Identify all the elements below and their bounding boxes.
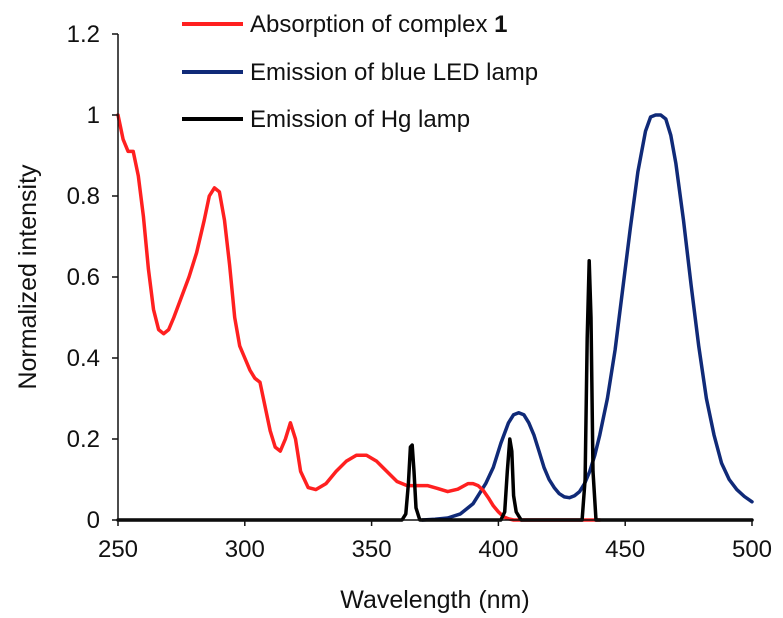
y-tick-label: 1	[87, 102, 100, 129]
x-tick-label: 350	[352, 536, 392, 563]
x-tick-label: 300	[225, 536, 265, 563]
legend-item-absorption: Absorption of complex 1	[182, 11, 507, 38]
y-tick-label: 1.2	[67, 21, 100, 48]
y-axis-title: Normalized intensity	[14, 164, 42, 390]
series-line-led	[420, 113, 754, 522]
y-tick-label: 0.4	[67, 345, 100, 372]
y-tick-label: 0	[87, 507, 100, 534]
y-tick-label: 0.8	[67, 183, 100, 210]
legend: Absorption of complex 1 Emission of blue…	[182, 11, 538, 133]
x-axis-title: Wavelength (nm)	[340, 586, 529, 614]
x-tick-label: 450	[605, 536, 645, 563]
series-line-absorption	[116, 113, 602, 522]
legend-item-hg: Emission of Hg lamp	[182, 106, 470, 133]
x-ticks: 250 300 350 400 450 500	[98, 520, 772, 563]
y-tick-label: 0.2	[67, 426, 100, 453]
legend-item-led: Emission of blue LED lamp	[182, 59, 538, 86]
x-tick-label: 250	[98, 536, 138, 563]
legend-label-absorption: Absorption of complex 1	[250, 11, 507, 38]
x-tick-label: 500	[732, 536, 772, 563]
legend-label-led: Emission of blue LED lamp	[250, 59, 538, 86]
plot-lines	[116, 113, 754, 522]
y-ticks: 0 0.2 0.4 0.6 0.8 1 1.2	[67, 21, 118, 534]
legend-label-hg: Emission of Hg lamp	[250, 106, 470, 133]
x-tick-label: 400	[478, 536, 518, 563]
y-tick-label: 0.6	[67, 264, 100, 291]
series-line-hg	[116, 259, 754, 522]
